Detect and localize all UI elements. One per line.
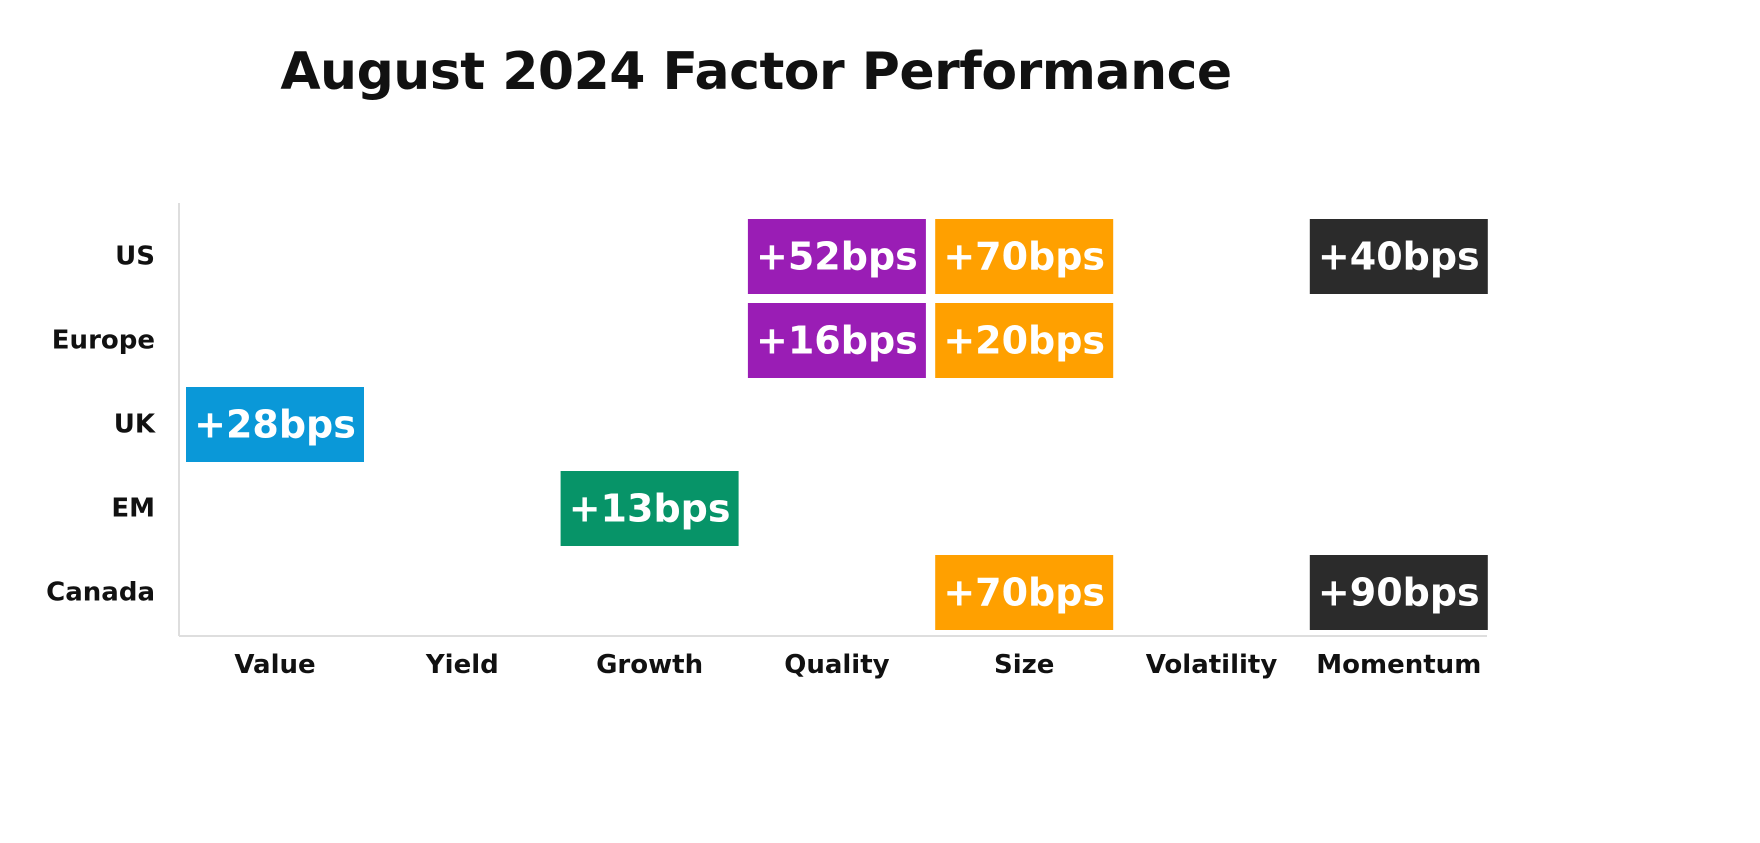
cell-us-momentum: [1309, 219, 1488, 294]
performance-cells: +52bps +70bps +40bps +16bps +20bps +28bps +13b…: [186, 219, 1488, 630]
cell-us-size-label: +70bps: [943, 235, 1105, 279]
row-labels: US Europe UK EM Canada: [46, 242, 156, 608]
cell-europe-size-label: +20bps: [943, 319, 1105, 363]
cell-uk-value: [186, 387, 364, 462]
column-label-yield: Yield: [425, 650, 499, 680]
cell-canada-momentum-label: +90bps: [1318, 571, 1480, 615]
column-label-size: Size: [994, 650, 1054, 680]
column-label-value: Value: [234, 650, 315, 680]
cell-europe-size: [935, 303, 1114, 378]
column-label-volatility: Volatility: [1146, 650, 1278, 680]
chart-title: August 2024 Factor Performance: [280, 42, 1232, 102]
cell-canada-size: [935, 555, 1114, 630]
row-label-canada: Canada: [46, 578, 155, 608]
cell-em-growth-label: +13bps: [569, 487, 731, 531]
cell-canada-momentum: [1309, 555, 1488, 630]
column-label-growth: Growth: [596, 650, 703, 680]
row-label-uk: UK: [114, 410, 156, 440]
column-label-quality: Quality: [784, 650, 889, 680]
row-label-us: US: [115, 242, 155, 272]
cell-europe-quality: [747, 303, 926, 378]
cell-us-momentum-label: +40bps: [1318, 235, 1480, 279]
cell-canada-size-label: +70bps: [943, 571, 1105, 615]
cell-europe-quality-label: +16bps: [756, 319, 918, 363]
cell-us-quality: [747, 219, 926, 294]
cell-us-size: [935, 219, 1114, 294]
row-label-em: EM: [111, 494, 155, 524]
axes: [178, 203, 1487, 637]
row-label-europe: Europe: [52, 326, 155, 356]
cell-uk-value-label: +28bps: [194, 403, 356, 447]
cell-em-growth: [560, 471, 739, 546]
cell-us-quality-label: +52bps: [756, 235, 918, 279]
column-label-momentum: Momentum: [1316, 650, 1481, 680]
column-labels: Value Yield Growth Quality Size Volatility Mom…: [234, 650, 1481, 680]
